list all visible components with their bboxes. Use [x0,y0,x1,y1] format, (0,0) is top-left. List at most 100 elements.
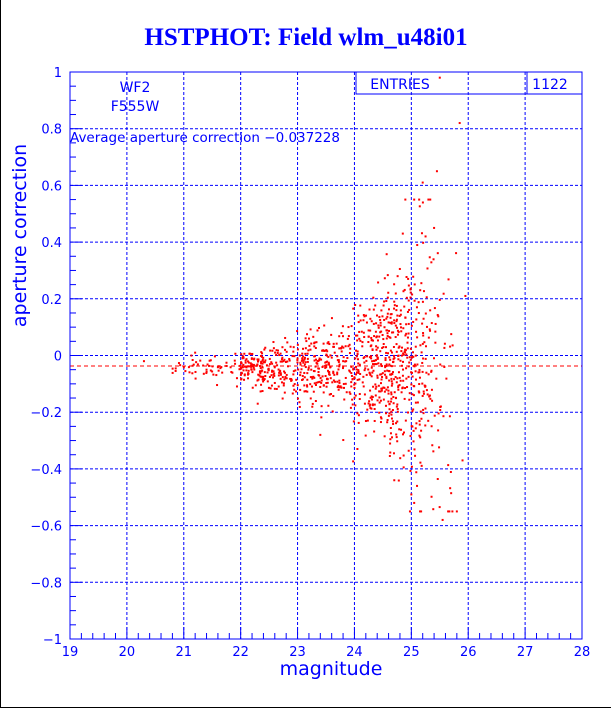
data-point [270,361,273,364]
data-point [273,381,276,384]
data-point [417,312,420,315]
data-point [438,506,441,509]
data-point [385,346,388,349]
y-tick-label: 0.6 [41,179,62,194]
data-point [354,404,357,407]
data-point [318,326,321,329]
data-point [427,336,430,339]
data-point [282,382,285,385]
data-point [412,394,415,397]
data-point [377,326,380,329]
data-point [358,363,361,366]
data-point [410,324,413,327]
data-point [385,253,388,256]
data-point [412,320,415,323]
data-point [395,326,398,329]
data-point [411,375,414,378]
data-point [385,388,388,391]
data-point [413,198,416,201]
data-point [369,345,372,348]
data-point [443,365,446,368]
data-point [358,393,361,396]
data-point [388,412,391,415]
data-point [449,470,452,473]
data-point [370,375,373,378]
data-point [171,367,174,370]
data-point [281,381,284,384]
data-point [250,357,253,360]
data-point [266,380,269,383]
data-point [268,375,271,378]
data-point [420,464,423,467]
data-point [304,352,307,355]
data-point [432,450,435,453]
data-point [216,366,219,369]
data-point [279,360,282,363]
data-point [242,363,245,366]
data-point [455,252,458,255]
data-point [402,466,405,469]
data-point [252,363,255,366]
data-point [399,457,402,460]
data-point [346,356,349,359]
data-point [387,414,390,417]
data-point [393,283,396,286]
data-point [378,396,381,399]
data-point [418,420,421,423]
data-point [319,433,322,436]
data-point [217,369,220,372]
entries-value: 1122 [532,77,568,93]
data-point [344,376,347,379]
data-point [436,478,439,481]
data-point [406,386,409,389]
data-point [404,316,407,319]
data-point [392,354,395,357]
data-point [422,412,425,415]
data-point [190,354,193,357]
data-point [350,365,353,368]
data-point [392,345,395,348]
data-point [187,366,190,369]
data-point [389,336,392,339]
data-point [261,359,264,362]
data-point [424,235,427,238]
data-point [275,349,278,352]
data-point [356,447,359,450]
data-point [327,361,330,364]
data-point [338,381,341,384]
data-point [398,345,401,348]
data-point [213,355,216,358]
data-point [298,354,301,357]
data-point [317,381,320,384]
data-point [408,392,411,395]
data-point [259,370,262,373]
data-point [195,361,198,364]
data-point [288,358,291,361]
data-point [417,371,420,374]
data-point [421,394,424,397]
data-point [320,405,323,408]
data-point [421,181,424,184]
data-point [371,348,374,351]
data-point [395,320,398,323]
data-point [184,370,187,373]
data-point [303,390,306,393]
data-point [391,371,394,374]
data-point [421,342,424,345]
data-point [379,321,382,324]
data-point [295,390,298,393]
data-point [405,377,408,380]
data-point [386,418,389,421]
data-point [370,366,373,369]
data-point [310,385,313,388]
x-tick-label: 23 [289,645,306,660]
data-point [376,339,379,342]
data-point [298,401,301,404]
data-point [418,391,421,394]
data-point [337,360,340,363]
data-point [306,378,309,381]
data-point [350,325,353,328]
data-point [386,274,389,277]
data-point [395,405,398,408]
data-point [284,361,287,364]
